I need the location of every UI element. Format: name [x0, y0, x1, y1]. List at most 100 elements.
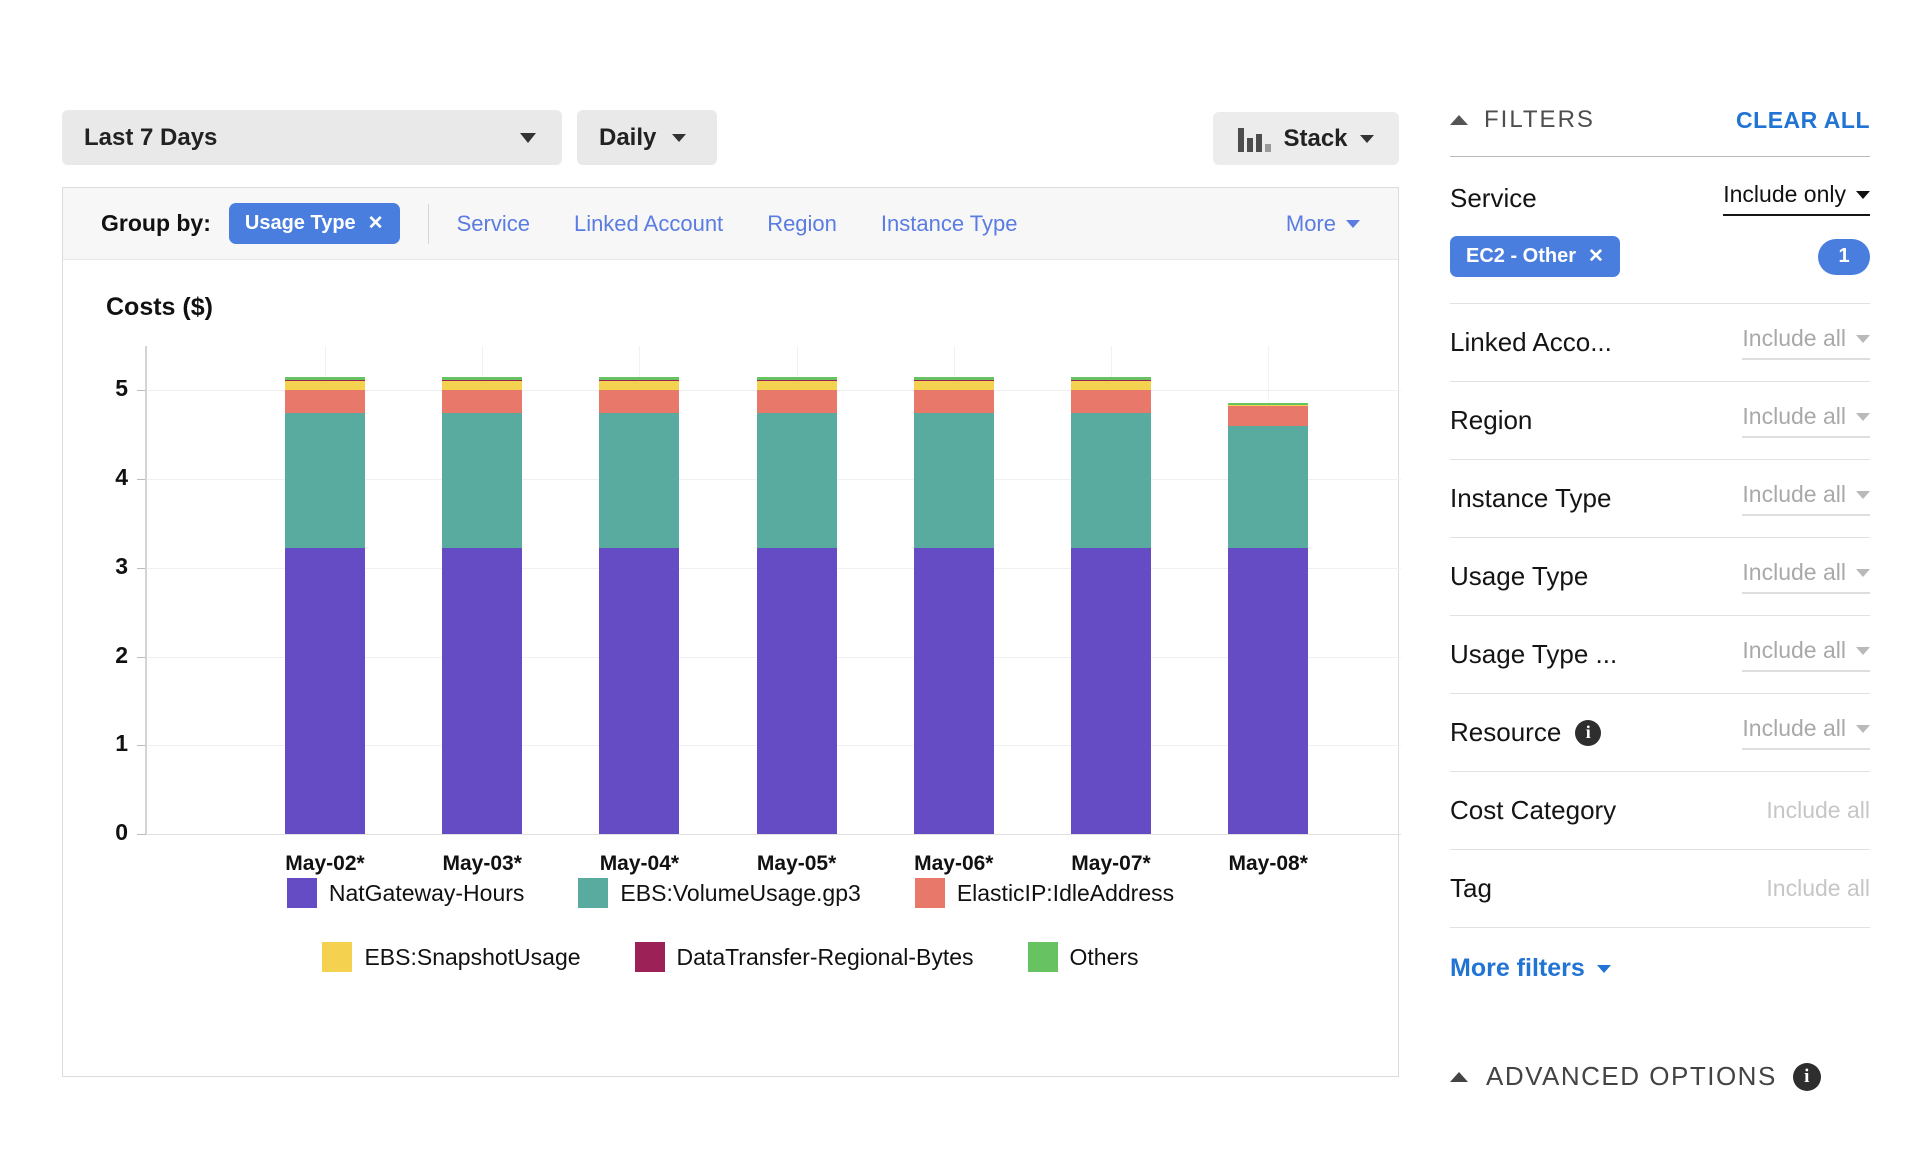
- bar-segment-natgateway-hours[interactable]: [442, 548, 522, 834]
- chevron-down-icon: [1346, 220, 1360, 228]
- legend-label: EBS:SnapshotUsage: [364, 944, 580, 971]
- bar-segment-ebs-volumeusage-gp3[interactable]: [914, 413, 994, 549]
- bar-segment-natgateway-hours[interactable]: [1228, 548, 1308, 834]
- bar-segment-elasticip-idleaddress[interactable]: [1071, 390, 1151, 412]
- info-icon[interactable]: [1793, 1063, 1821, 1091]
- y-tick-label: 2: [76, 642, 128, 669]
- legend-swatch: [578, 878, 608, 908]
- filter-value-dropdown[interactable]: Include all: [1742, 481, 1870, 516]
- group-by-links: Service Linked Account Region Instance Type: [457, 211, 1062, 237]
- bar-segment-elasticip-idleaddress[interactable]: [1228, 405, 1308, 425]
- filter-value-dropdown[interactable]: Include all: [1742, 637, 1870, 672]
- group-by-chip-usage-type[interactable]: Usage Type ✕: [229, 203, 400, 244]
- x-axis-label: May-02*: [245, 852, 405, 876]
- bar-segment-ebs-volumeusage-gp3[interactable]: [1071, 413, 1151, 549]
- y-tick-label: 4: [76, 464, 128, 491]
- bar-segment-ebs-volumeusage-gp3[interactable]: [757, 413, 837, 549]
- filter-value: Include all: [1742, 325, 1846, 352]
- x-axis-label: May-07*: [1031, 852, 1191, 876]
- service-mode-dropdown[interactable]: Include only: [1723, 181, 1870, 216]
- bar-segment-elasticip-idleaddress[interactable]: [757, 390, 837, 412]
- bar-segment-natgateway-hours[interactable]: [1071, 548, 1151, 834]
- bar-segment-ebs-snapshotusage[interactable]: [1071, 381, 1151, 391]
- legend-swatch: [915, 878, 945, 908]
- filter-value-dropdown[interactable]: Include all: [1742, 325, 1870, 360]
- group-by-link-linked-account[interactable]: Linked Account: [574, 211, 723, 236]
- bar-segment-elasticip-idleaddress[interactable]: [285, 390, 365, 412]
- filter-label: Cost Category: [1450, 795, 1616, 826]
- bar-segment-others[interactable]: [1228, 403, 1308, 405]
- bar-segment-datatransfer-regional-bytes[interactable]: [285, 380, 365, 381]
- group-by-more[interactable]: More: [1286, 211, 1360, 237]
- close-icon[interactable]: ✕: [368, 212, 384, 235]
- bar-segment-datatransfer-regional-bytes[interactable]: [757, 380, 837, 381]
- filter-label: Tag: [1450, 873, 1492, 904]
- close-icon[interactable]: ✕: [1588, 245, 1604, 268]
- bar-segment-ebs-snapshotusage[interactable]: [914, 381, 994, 391]
- y-tick-label: 0: [76, 819, 128, 846]
- bar-segment-others[interactable]: [442, 377, 522, 380]
- bar-segment-natgateway-hours[interactable]: [914, 548, 994, 834]
- bar-segment-elasticip-idleaddress[interactable]: [914, 390, 994, 412]
- chevron-down-icon: [672, 134, 686, 142]
- bar-segment-elasticip-idleaddress[interactable]: [442, 390, 522, 412]
- bar-segment-ebs-volumeusage-gp3[interactable]: [442, 413, 522, 549]
- chart-legend: NatGateway-HoursEBS:VolumeUsage.gp3Elast…: [63, 878, 1398, 972]
- bar-segment-others[interactable]: [914, 377, 994, 380]
- bar-segment-ebs-snapshotusage[interactable]: [1228, 405, 1308, 406]
- bar-segment-others[interactable]: [1071, 377, 1151, 380]
- advanced-options-header[interactable]: ADVANCED OPTIONS: [1450, 1061, 1870, 1092]
- filter-row-tag: Tag Include all: [1450, 850, 1870, 927]
- granularity-dropdown[interactable]: Daily: [577, 110, 717, 165]
- legend-swatch: [635, 942, 665, 972]
- bar-segment-ebs-volumeusage-gp3[interactable]: [599, 413, 679, 549]
- filter-value-dropdown[interactable]: Include all: [1742, 403, 1870, 438]
- info-icon[interactable]: [1575, 720, 1601, 746]
- chevron-down-icon: [1856, 413, 1870, 421]
- bar-segment-natgateway-hours[interactable]: [757, 548, 837, 834]
- filters-header[interactable]: FILTERS CLEAR ALL: [1450, 100, 1870, 140]
- divider: [428, 204, 429, 244]
- date-range-dropdown[interactable]: Last 7 Days: [62, 110, 562, 165]
- group-by-link-region[interactable]: Region: [767, 211, 837, 236]
- group-by-link-service[interactable]: Service: [457, 211, 530, 236]
- service-chip-ec2-other[interactable]: EC2 - Other ✕: [1450, 236, 1620, 277]
- group-by-link-instance-type[interactable]: Instance Type: [881, 211, 1018, 236]
- chevron-up-icon: [1450, 1072, 1468, 1082]
- bar-segment-others[interactable]: [285, 377, 365, 380]
- bar-segment-others[interactable]: [599, 377, 679, 380]
- bar-segment-ebs-snapshotusage[interactable]: [285, 381, 365, 391]
- filter-value-dropdown: Include all: [1766, 797, 1870, 824]
- bar-segment-ebs-volumeusage-gp3[interactable]: [285, 413, 365, 549]
- bar-segment-elasticip-idleaddress[interactable]: [599, 390, 679, 412]
- bar-segment-ebs-snapshotusage[interactable]: [757, 381, 837, 391]
- bar-segment-natgateway-hours[interactable]: [285, 548, 365, 834]
- x-axis-label: May-05*: [717, 852, 877, 876]
- bar-segment-ebs-volumeusage-gp3[interactable]: [1228, 426, 1308, 548]
- chart-style-dropdown[interactable]: Stack: [1213, 112, 1399, 165]
- legend-label: NatGateway-Hours: [329, 880, 525, 907]
- filter-value-dropdown[interactable]: Include all: [1742, 559, 1870, 594]
- filter-value: Include all: [1742, 715, 1846, 742]
- bar-segment-datatransfer-regional-bytes[interactable]: [442, 380, 522, 381]
- bar-segment-natgateway-hours[interactable]: [599, 548, 679, 834]
- filter-value: Include all: [1766, 797, 1870, 824]
- date-range-label: Last 7 Days: [84, 124, 217, 152]
- filter-value: Include all: [1766, 875, 1870, 902]
- more-filters-button[interactable]: More filters: [1450, 954, 1870, 983]
- filter-value-dropdown[interactable]: Include all: [1742, 715, 1870, 750]
- bar-segment-datatransfer-regional-bytes[interactable]: [1071, 380, 1151, 381]
- bar-segment-datatransfer-regional-bytes[interactable]: [599, 380, 679, 381]
- filter-label: Usage Type: [1450, 561, 1588, 592]
- bar-segment-datatransfer-regional-bytes[interactable]: [914, 380, 994, 381]
- legend-swatch: [1028, 942, 1058, 972]
- clear-all-button[interactable]: CLEAR ALL: [1736, 107, 1870, 134]
- bar-segment-others[interactable]: [757, 377, 837, 380]
- bar-segment-ebs-snapshotusage[interactable]: [599, 381, 679, 391]
- chart-card: Group by: Usage Type ✕ ServiceLinked Acc…: [62, 187, 1399, 1077]
- bar-segment-ebs-snapshotusage[interactable]: [442, 381, 522, 391]
- y-axis-line: [145, 346, 147, 834]
- filter-row-cost-category: Cost Category Include all: [1450, 772, 1870, 849]
- legend-label: DataTransfer-Regional-Bytes: [677, 944, 974, 971]
- filter-row-linked-acco-: Linked Acco...Include all: [1450, 304, 1870, 381]
